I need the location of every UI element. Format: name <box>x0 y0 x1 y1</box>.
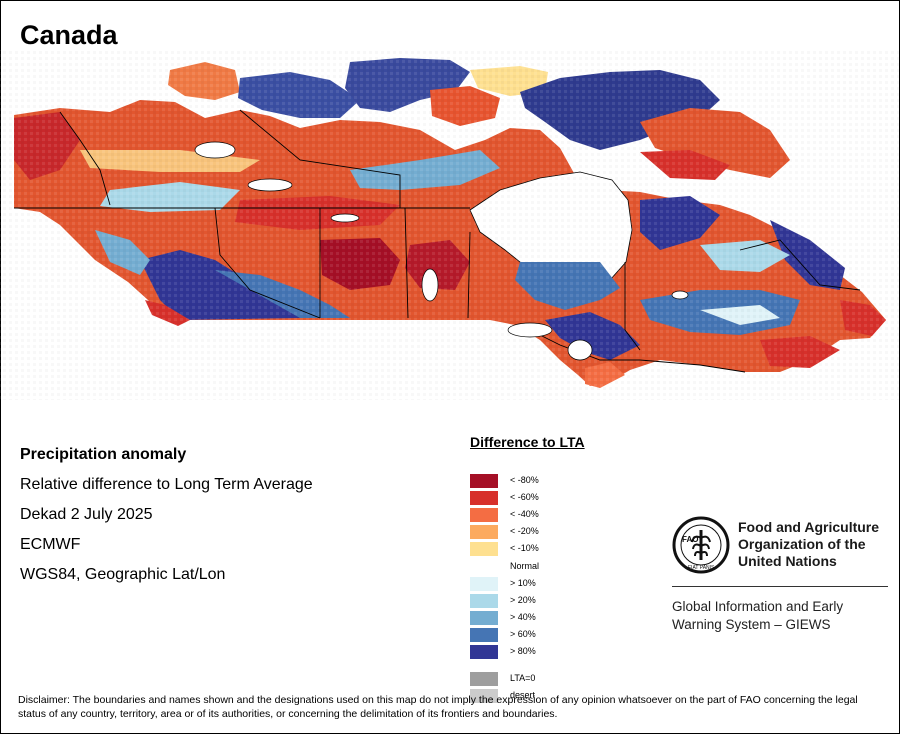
legend-item: > 60% <box>470 628 630 642</box>
legend: Difference to LTA < -80% < -60% < -40% < -2… <box>470 434 640 704</box>
boundary-ontario-quebec <box>624 262 641 351</box>
legend-label: < -60% <box>510 492 539 502</box>
legend-item: < -80% <box>470 474 630 488</box>
legend-swatch <box>470 577 498 591</box>
legend-swatch <box>470 628 498 642</box>
legend-label: > 40% <box>510 612 536 622</box>
legend-label: < -10% <box>510 543 539 553</box>
texture-overlay <box>0 50 900 400</box>
lake-huron <box>567 339 593 361</box>
legend-swatch <box>470 525 498 539</box>
legend-label: < -40% <box>510 509 539 519</box>
great-slave-lake <box>247 178 293 192</box>
anomaly-map <box>0 50 900 400</box>
lake-superior <box>507 322 553 338</box>
legend-item: < -40% <box>470 508 630 522</box>
map-title: Canada <box>20 20 118 50</box>
legend-label: > 20% <box>510 595 536 605</box>
legend-item: < -20% <box>470 525 630 539</box>
lake-athabasca <box>330 213 360 223</box>
legend-item: Normal <box>470 560 630 574</box>
legend-item: > 80% <box>470 645 630 659</box>
boundary-yukon-nwt <box>59 111 111 206</box>
emblem-letters: FAO <box>682 535 698 544</box>
legend-swatch <box>470 542 498 556</box>
info-projection: WGS84, Geographic Lat/Lon <box>20 566 226 583</box>
legend-swatch <box>470 611 498 625</box>
info-source: ECMWF <box>20 536 81 553</box>
boundary-sask-manitoba <box>404 207 409 319</box>
map-info-block: Precipitation anomaly Relative differenc… <box>20 440 440 590</box>
lakes <box>194 141 689 361</box>
legend-swatch <box>470 560 498 574</box>
fao-name-line2: Organization of the <box>738 536 866 552</box>
legend-title: Difference to LTA <box>470 434 585 450</box>
info-metric: Relative difference to Long Term Average <box>20 476 313 493</box>
legend-swatch <box>470 672 498 686</box>
lake-mistassini <box>671 290 689 300</box>
legend-item: > 40% <box>470 611 630 625</box>
boundary-bc-alberta <box>214 207 321 319</box>
legend-label: Normal <box>510 561 540 571</box>
boundary-manitoba-ontario <box>467 231 471 319</box>
giews-name: Global Information and Early Warning Sys… <box>672 598 892 634</box>
legend-label: > 60% <box>510 629 536 639</box>
disclaimer-text: Disclaimer: The boundaries and names sho… <box>18 694 858 720</box>
info-heading: Precipitation anomaly <box>20 446 187 463</box>
great-bear-lake <box>194 141 236 159</box>
boundary-us-border-east <box>519 324 746 373</box>
legend-label: LTA=0 <box>510 673 536 683</box>
legend-label: desert <box>510 690 536 700</box>
fao-organization-name: Food and Agriculture Organization of the… <box>738 519 898 570</box>
legend-item: desert <box>470 689 630 703</box>
emblem-motto: FIAT PANIS <box>688 565 715 571</box>
legend-item: < -60% <box>470 491 630 505</box>
giews-line2: Warning System – GIEWS <box>672 617 831 632</box>
legend-swatch <box>470 474 498 488</box>
fao-name-line1: Food and Agriculture <box>738 519 880 535</box>
fao-emblem-icon: FAO FIAT PANIS <box>672 516 730 574</box>
legend-items: < -80% < -60% < -40% < -20% < -10% Normal > 10… <box>470 454 640 704</box>
fao-name-line3: United Nations <box>738 553 837 569</box>
legend-label: < -20% <box>510 526 539 536</box>
legend-swatch <box>470 594 498 608</box>
legend-label: > 10% <box>510 578 536 588</box>
info-period: Dekad 2 July 2025 <box>20 506 153 523</box>
legend-swatch <box>470 508 498 522</box>
legend-item: > 20% <box>470 594 630 608</box>
legend-swatch <box>470 689 498 703</box>
legend-item: LTA=0 <box>470 672 630 686</box>
admin-boundaries <box>14 109 861 373</box>
legend-label: < -80% <box>510 475 539 485</box>
boundary-nwt-nunavut <box>239 109 401 208</box>
legend-swatch <box>470 491 498 505</box>
legend-label: > 80% <box>510 646 536 656</box>
legend-swatch <box>470 645 498 659</box>
legend-item: > 10% <box>470 577 630 591</box>
lake-winnipeg <box>421 268 439 302</box>
giews-line1: Global Information and Early <box>672 599 844 614</box>
boundary-quebec-labrador <box>739 239 861 291</box>
legend-item: < -10% <box>470 542 630 556</box>
logo-divider <box>672 586 888 587</box>
